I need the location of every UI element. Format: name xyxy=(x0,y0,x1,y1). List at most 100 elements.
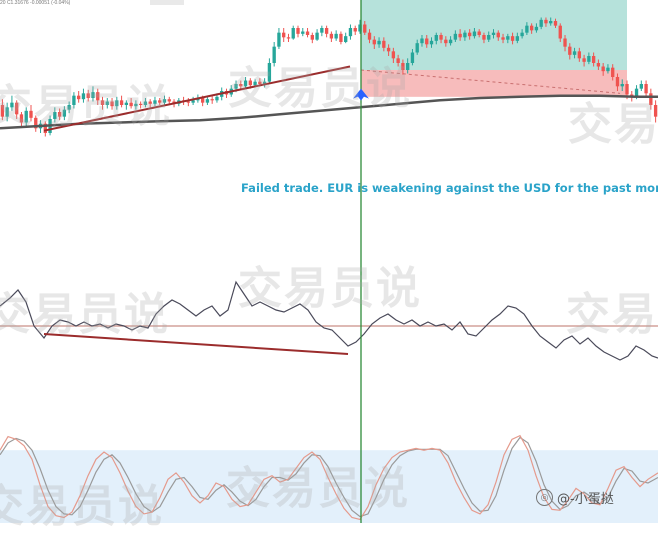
candle-body xyxy=(410,52,415,63)
candle-body xyxy=(200,98,205,103)
candle-body xyxy=(367,32,372,40)
author-credit: ◎ @-小蛋挞 xyxy=(536,488,614,507)
candle-body xyxy=(248,80,252,86)
candle-body xyxy=(10,102,14,108)
candle-body xyxy=(282,32,286,38)
candle-body xyxy=(487,35,491,40)
candle-body xyxy=(29,110,33,118)
candle-body xyxy=(100,100,105,105)
candle-body xyxy=(210,99,214,101)
candle-body xyxy=(606,67,610,72)
rsi-divergence-line xyxy=(43,333,349,355)
moving-average-line xyxy=(0,94,658,130)
up-arrow-icon xyxy=(353,88,369,101)
candle-body xyxy=(553,21,558,26)
candle-body xyxy=(186,101,191,103)
candle-body xyxy=(272,46,276,63)
candle-body xyxy=(348,28,353,37)
candle-body xyxy=(57,112,62,117)
candle-body xyxy=(67,105,71,110)
candle-body xyxy=(262,81,267,84)
candle-body xyxy=(315,32,319,40)
candle-body xyxy=(544,19,548,24)
candle-body xyxy=(19,114,24,123)
candle-body xyxy=(568,46,572,55)
candle-body xyxy=(15,102,19,115)
candle-body xyxy=(267,63,272,82)
candle-body xyxy=(611,67,615,77)
candle-body xyxy=(372,39,376,45)
candle-body xyxy=(353,28,357,32)
candle-body xyxy=(558,25,562,39)
candle-body xyxy=(625,84,629,95)
candle-body xyxy=(138,103,143,105)
candle-body xyxy=(520,32,524,37)
candle-body xyxy=(477,31,481,35)
candle-body xyxy=(320,28,324,33)
candle-body xyxy=(239,84,243,87)
candle-body xyxy=(491,32,496,35)
candle-body xyxy=(501,37,505,40)
candle-body xyxy=(43,123,47,133)
ohlc-readout: 20 C1.31676 -0.00051 (-0.04%) xyxy=(0,0,71,6)
candle-body xyxy=(363,24,367,33)
candle-body xyxy=(420,38,424,44)
candle-body xyxy=(24,110,28,123)
candle-body xyxy=(129,102,133,107)
candle-body xyxy=(124,102,129,105)
candle-body xyxy=(534,26,539,31)
candle-body xyxy=(439,35,443,40)
candle-body xyxy=(601,66,605,72)
candle-body xyxy=(286,37,291,39)
candle-body xyxy=(305,31,310,35)
candle-body xyxy=(391,51,396,59)
candle-body xyxy=(572,51,577,55)
candle-body xyxy=(444,39,448,44)
candle-body xyxy=(634,88,639,97)
candle-body xyxy=(162,99,167,103)
candle-body xyxy=(591,56,596,63)
candle-body xyxy=(515,36,520,41)
candle-body xyxy=(415,43,419,53)
candle-body xyxy=(53,112,57,119)
candle-body xyxy=(577,51,581,59)
candle-body xyxy=(277,32,281,47)
candle-body xyxy=(215,96,219,101)
candle-body xyxy=(620,84,624,87)
candle-body xyxy=(105,101,109,105)
price-candles xyxy=(0,17,658,137)
candle-body xyxy=(234,84,238,89)
candle-body xyxy=(296,28,300,34)
stochastic-band xyxy=(0,450,658,523)
candle-body xyxy=(472,31,477,37)
candle-body xyxy=(110,101,114,107)
candle-body xyxy=(34,117,38,129)
candle-body xyxy=(310,35,314,40)
candle-body xyxy=(243,80,248,87)
candle-body xyxy=(153,100,157,104)
candle-body xyxy=(377,40,381,45)
stochastic-band-layer xyxy=(0,450,658,523)
candle-body xyxy=(339,33,343,42)
candle-body xyxy=(396,58,400,63)
header-tag xyxy=(150,0,184,5)
candle-body xyxy=(644,84,648,94)
candle-body xyxy=(653,105,658,117)
candle-body xyxy=(406,63,410,70)
candle-body xyxy=(96,92,100,101)
fish-logo-icon: ◎ xyxy=(536,489,553,506)
candle-body xyxy=(167,99,171,102)
candle-body xyxy=(253,81,257,86)
candle-body xyxy=(62,109,67,117)
candle-body xyxy=(358,24,362,32)
candle-body xyxy=(119,100,124,105)
trade-path-dashed-line xyxy=(360,69,621,94)
candle-body xyxy=(458,33,462,38)
candle-body xyxy=(344,36,348,42)
trading-chart[interactable] xyxy=(0,0,658,523)
price-divergence-line xyxy=(43,65,351,132)
candle-body xyxy=(639,84,643,89)
candle-body xyxy=(115,100,119,107)
trade-zones xyxy=(360,0,627,97)
candle-body xyxy=(482,35,486,40)
